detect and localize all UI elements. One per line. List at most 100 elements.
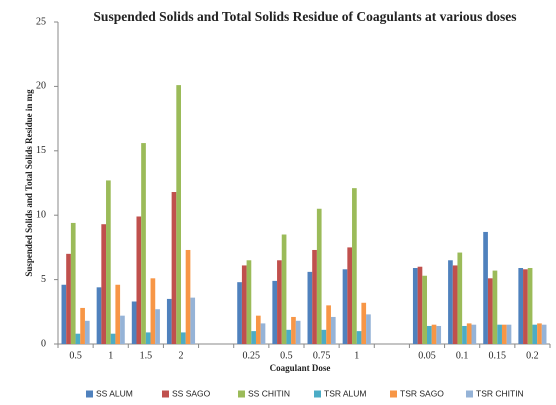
legend-swatch xyxy=(314,390,321,398)
y-tick-label: 0 xyxy=(41,338,46,349)
bar xyxy=(501,324,507,344)
x-tick-label: 0.25 xyxy=(243,350,261,361)
y-tick-label: 5 xyxy=(41,274,46,285)
bar xyxy=(366,314,371,344)
bar xyxy=(541,324,547,344)
bar xyxy=(84,320,90,344)
bar xyxy=(115,284,121,344)
x-axis-title: Coagulant Dose xyxy=(270,363,331,373)
bar xyxy=(246,260,252,344)
bar xyxy=(532,324,538,344)
legend-label: SS SAGO xyxy=(172,388,211,398)
legend-swatch xyxy=(238,390,245,398)
bar xyxy=(281,234,287,344)
bar xyxy=(176,85,181,344)
x-tick-label: 2 xyxy=(179,350,184,361)
bar xyxy=(120,315,125,344)
bar xyxy=(295,320,301,344)
bar xyxy=(417,266,423,344)
bar xyxy=(155,309,160,344)
bar xyxy=(316,208,322,344)
bar xyxy=(352,188,357,344)
bar xyxy=(96,287,102,344)
x-tick-label: 1 xyxy=(108,350,113,361)
bar xyxy=(106,180,111,344)
bar xyxy=(75,333,81,344)
bar xyxy=(431,324,437,344)
x-tick-label: 0.5 xyxy=(280,350,293,361)
bar xyxy=(466,323,472,344)
bar xyxy=(361,302,367,344)
bar xyxy=(110,333,116,344)
bar xyxy=(255,315,261,344)
bar xyxy=(462,325,467,344)
bar xyxy=(356,331,362,344)
bar xyxy=(145,332,151,344)
x-tick-label: 0.15 xyxy=(489,350,507,361)
bar xyxy=(487,278,493,344)
bar xyxy=(412,268,418,344)
bar xyxy=(181,332,186,344)
legend-label: SS CHITIN xyxy=(248,388,290,398)
chart-title: Suspended Solids and Total Solids Residu… xyxy=(93,9,516,24)
bar xyxy=(241,265,247,344)
y-axis-title: Suspended Solids and Total Solids Residu… xyxy=(24,89,34,277)
bar xyxy=(471,324,477,344)
bar xyxy=(483,231,488,344)
bar xyxy=(518,268,524,344)
bar xyxy=(272,280,278,344)
bar xyxy=(171,192,177,344)
bar xyxy=(427,325,432,344)
bar xyxy=(452,265,458,344)
bar xyxy=(166,298,172,344)
legend-label: TSR ALUM xyxy=(324,388,367,398)
y-tick-label: 15 xyxy=(36,145,46,156)
x-tick-label: 0.1 xyxy=(456,350,469,361)
bar xyxy=(321,329,327,344)
bar xyxy=(436,325,442,344)
bar xyxy=(326,305,331,344)
legend-swatch xyxy=(162,390,169,398)
y-tick-label: 25 xyxy=(36,16,46,27)
bar xyxy=(150,278,156,344)
bar xyxy=(61,284,67,344)
bar xyxy=(131,301,137,344)
bar xyxy=(312,249,317,344)
legend-label: TSR SAGO xyxy=(400,388,444,398)
x-tick-label: 0.05 xyxy=(418,350,436,361)
bar xyxy=(347,247,353,344)
x-tick-label: 1 xyxy=(354,350,359,361)
bar xyxy=(101,224,107,344)
bar xyxy=(70,222,76,344)
bar xyxy=(330,316,336,344)
x-tick-label: 0.2 xyxy=(526,350,539,361)
bar xyxy=(342,269,348,344)
bar xyxy=(422,275,427,344)
bar xyxy=(286,329,292,344)
bar xyxy=(80,307,85,344)
bar xyxy=(66,253,71,344)
bar xyxy=(291,316,296,344)
bar xyxy=(492,270,498,344)
y-tick-label: 10 xyxy=(36,209,46,220)
legend-label: SS ALUM xyxy=(96,388,133,398)
bar xyxy=(506,324,512,344)
bar xyxy=(141,143,146,344)
bar xyxy=(260,323,266,344)
x-tick-label: 0.5 xyxy=(69,350,82,361)
bar xyxy=(523,269,528,344)
bar xyxy=(497,324,502,344)
y-tick-label: 20 xyxy=(36,81,46,92)
bar xyxy=(190,297,196,344)
x-tick-label: 1.5 xyxy=(140,350,153,361)
legend-swatch xyxy=(466,390,473,398)
legend-swatch xyxy=(86,390,93,398)
bar xyxy=(277,260,282,344)
bar xyxy=(251,331,256,344)
bar xyxy=(448,260,453,344)
bar xyxy=(527,268,533,344)
bar xyxy=(136,216,142,344)
bar xyxy=(457,252,463,344)
bar xyxy=(237,282,242,344)
